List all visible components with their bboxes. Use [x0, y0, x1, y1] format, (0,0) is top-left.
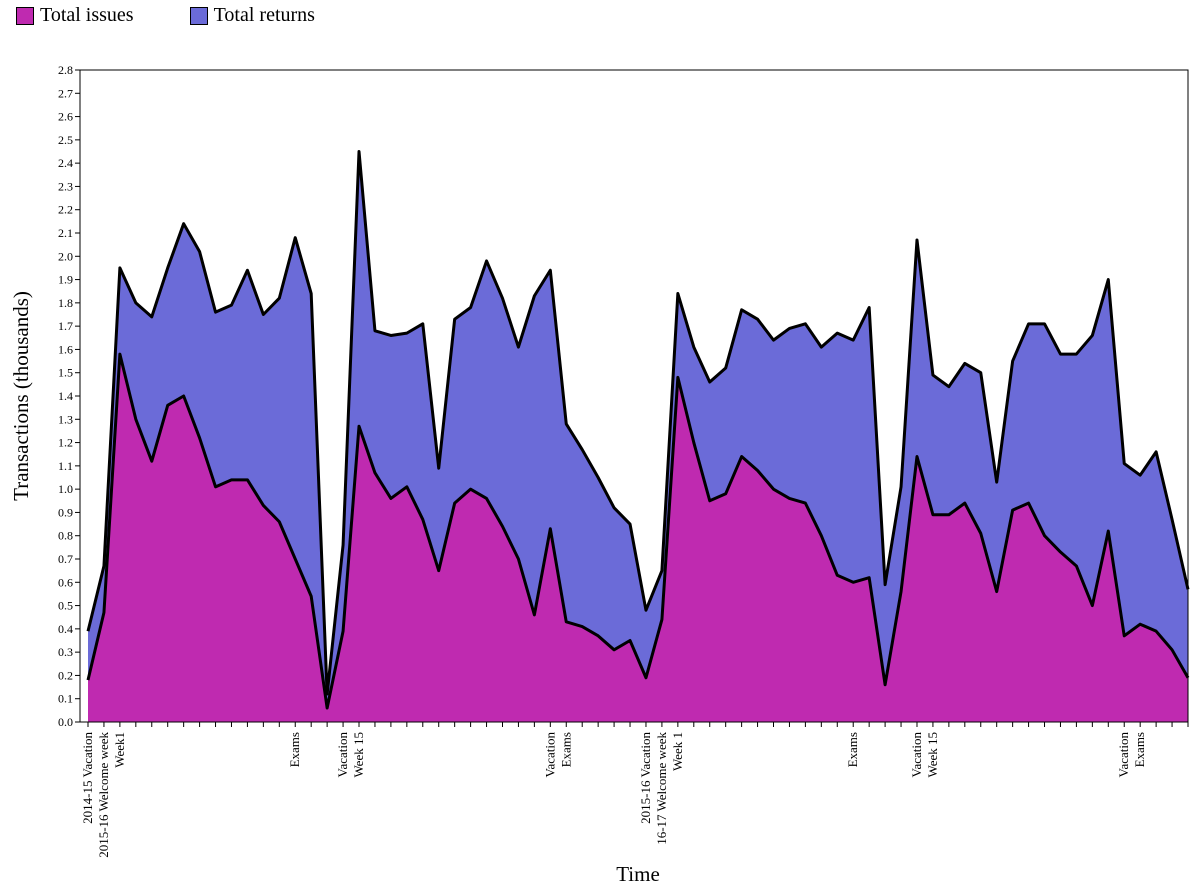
x-tick-label: 2014-15 Vacation — [80, 732, 95, 824]
legend-swatch-issues — [16, 6, 34, 25]
x-axis: 2014-15 Vacation 2015-16 Welcome week Week… — [80, 722, 1189, 858]
y-tick-label: 0.9 — [58, 505, 73, 519]
y-tick-label: 0.8 — [58, 529, 73, 543]
y-tick-label: 2.3 — [58, 179, 73, 193]
x-axis-title: Time — [616, 862, 660, 886]
y-tick-label: 0.2 — [58, 668, 73, 682]
y-tick-label: 1.0 — [58, 482, 73, 496]
y-tick-label: 1.1 — [58, 459, 73, 473]
area-total-returns — [88, 151, 1188, 709]
y-tick-label: 2.5 — [58, 133, 73, 147]
x-tick-label: 16-17 Welcome week — [654, 732, 669, 845]
x-tick-label: Week 1 — [670, 732, 685, 771]
x-tick-label: Week1 — [112, 732, 127, 768]
x-tick-label: Exams — [845, 732, 860, 767]
y-tick-label: 0.5 — [58, 599, 73, 613]
y-tick-label: 1.2 — [58, 436, 73, 450]
legend-label-returns: Total returns — [213, 4, 315, 26]
y-tick-label: 1.3 — [58, 412, 73, 426]
y-tick-label: 2.4 — [58, 156, 73, 170]
x-tick-label: Week 15 — [351, 732, 366, 778]
y-tick-label: 1.8 — [58, 296, 73, 310]
y-tick-label: 0.3 — [58, 645, 73, 659]
y-tick-label: 2.0 — [58, 249, 73, 263]
y-tick-label: 1.4 — [58, 389, 73, 403]
legend-label-issues: Total issues — [40, 4, 134, 26]
y-tick-label: 2.1 — [58, 226, 73, 240]
x-tick-label: Vacation — [542, 732, 557, 778]
y-tick-label: 2.8 — [58, 63, 73, 77]
y-tick-label: 1.5 — [58, 366, 73, 380]
legend-item-returns[interactable]: Total returns — [189, 4, 315, 27]
y-tick-label: 0.7 — [58, 552, 73, 566]
y-tick-label: 2.7 — [58, 86, 73, 100]
x-tick-label: Vacation — [335, 732, 350, 778]
y-tick-label: 2.2 — [58, 203, 73, 217]
y-tick-label: 0.1 — [58, 692, 73, 706]
y-tick-label: 1.7 — [58, 319, 73, 333]
x-tick-label: Vacation — [1116, 732, 1131, 778]
areas-group — [88, 151, 1188, 722]
x-tick-label: Week 15 — [925, 732, 940, 778]
y-tick-label: 0.4 — [58, 622, 73, 636]
x-tick-label: 2015-16 Welcome week — [96, 732, 111, 858]
x-tick-label: Exams — [287, 732, 302, 767]
x-tick-label: Vacation — [909, 732, 924, 778]
legend-item-issues[interactable]: Total issues — [16, 4, 134, 27]
line-total-issues — [86, 352, 1190, 710]
y-tick-label: 0.0 — [58, 715, 73, 729]
area-total-issues — [88, 354, 1188, 722]
y-axis: 0.0 0.1 0.2 0.3 0.4 0.5 0.6 0.7 0.8 0.9 1.0 1.1 1.2 1… — [58, 63, 80, 729]
y-axis-title: Transactions (thousands) — [9, 291, 33, 501]
legend-swatch-returns — [189, 6, 208, 25]
x-tick-label: Exams — [558, 732, 573, 767]
lines-group — [86, 150, 1190, 710]
y-tick-label: 2.6 — [58, 110, 73, 124]
x-tick-label: 2015-16 Vacation — [638, 732, 653, 824]
y-tick-label: 1.6 — [58, 342, 73, 356]
y-tick-label: 1.9 — [58, 273, 73, 287]
legend: Total issues Total returns — [16, 4, 315, 27]
line-total-returns — [86, 150, 1190, 696]
x-tick-label: Exams — [1132, 732, 1147, 767]
y-tick-label: 0.6 — [58, 575, 73, 589]
